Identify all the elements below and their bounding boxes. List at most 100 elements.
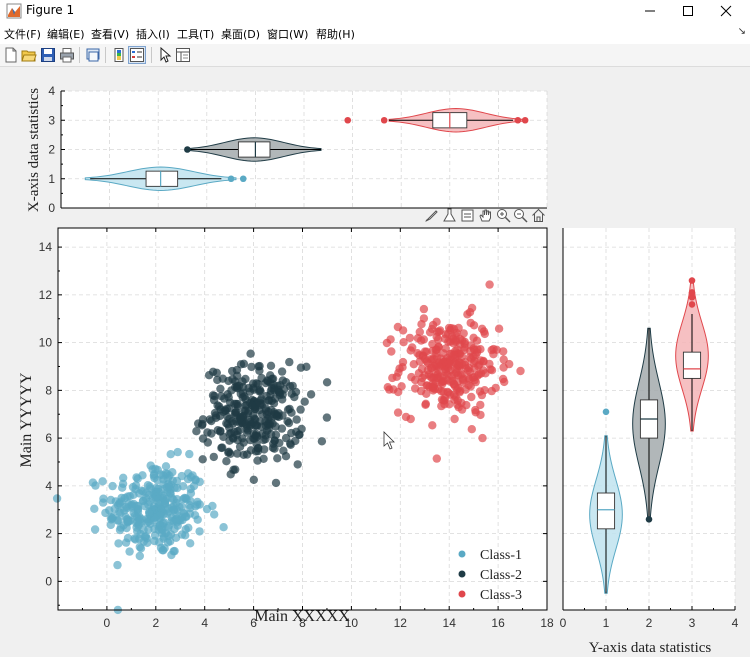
scatter-point (167, 493, 176, 503)
scatter-point (241, 419, 251, 429)
menu-tools[interactable]: 工具(T) (177, 28, 215, 41)
series-class-1 (52, 447, 228, 615)
menu-window[interactable]: 窗口(W) (267, 28, 309, 41)
scatter-point (134, 519, 144, 529)
scatter-point (444, 323, 454, 333)
export-icon[interactable] (460, 208, 475, 223)
zoom-out-icon[interactable] (513, 208, 528, 223)
dock-arrow-icon[interactable]: ↘ (737, 26, 746, 37)
scatter-point (300, 397, 309, 406)
scatter-point (306, 390, 316, 399)
menu-edit[interactable]: 编辑(E) (47, 28, 85, 41)
scatter-point (274, 409, 283, 418)
scatter-point (99, 494, 108, 503)
violin-outlier (227, 175, 235, 183)
print-icon[interactable] (59, 47, 75, 63)
violin-outlier (514, 116, 522, 124)
scatter-point (246, 435, 255, 445)
legend-label-class-3: Class-3 (480, 588, 522, 603)
scatter-point (467, 303, 477, 313)
scatter-point (242, 428, 252, 437)
scatter-point (275, 388, 285, 398)
scatter-point (236, 360, 246, 369)
right-x-tick-label: 4 (732, 616, 739, 630)
scatter-point (119, 473, 128, 482)
main-x-tick-label: 12 (394, 616, 408, 630)
main-y-tick-label: 12 (39, 288, 53, 302)
scatter-point (117, 497, 126, 506)
legend-marker-class-1 (458, 550, 466, 558)
main-x-tick-label: 10 (345, 616, 359, 630)
legend-icon[interactable] (128, 46, 146, 64)
scatter-point (487, 366, 497, 375)
scatter-point (155, 538, 164, 547)
new-figure-icon[interactable] (3, 47, 19, 63)
scatter-point (232, 365, 242, 375)
minimize-button[interactable] (628, 0, 672, 22)
right-x-tick-label: 0 (560, 616, 567, 630)
scatter-point (249, 411, 258, 420)
brush-icon[interactable] (424, 208, 439, 223)
main-y-tick-label: 14 (39, 240, 53, 254)
main-y-tick-label: 10 (39, 336, 53, 350)
scatter-point (210, 510, 219, 519)
maximize-button[interactable] (666, 0, 710, 22)
main-y-tick-label: 6 (45, 431, 52, 445)
scatter-point (195, 477, 204, 486)
right-x-tick-label: 2 (646, 616, 653, 630)
top-y-tick-label: 3 (48, 113, 55, 127)
scatter-point (156, 511, 165, 520)
scatter-point (494, 324, 504, 333)
scatter-point (180, 493, 189, 503)
scatter-point (210, 391, 219, 401)
menu-view[interactable]: 查看(V) (91, 28, 130, 41)
scatter-point (226, 470, 235, 479)
pointer-icon[interactable] (157, 47, 173, 63)
zoom-in-icon[interactable] (496, 208, 511, 223)
maximize-icon (683, 6, 693, 16)
scatter-point (158, 546, 167, 555)
scatter-point (491, 383, 500, 393)
scatter-point (499, 363, 508, 372)
scatter-point (423, 381, 432, 390)
link-icon[interactable] (85, 47, 101, 63)
pan-hand-icon[interactable] (478, 208, 493, 223)
menu-file[interactable]: 文件(F) (4, 28, 41, 41)
menu-insert[interactable]: 插入(I) (136, 28, 170, 41)
scatter-point (293, 460, 302, 469)
colorbar-icon[interactable] (111, 47, 127, 63)
scatter-point (393, 408, 403, 417)
scatter-point (385, 385, 394, 394)
menu-desktop[interactable]: 桌面(D) (221, 28, 261, 41)
scatter-point (202, 504, 212, 514)
scatter-point (458, 376, 468, 385)
close-button[interactable] (704, 0, 748, 22)
scatter-point (185, 449, 194, 459)
save-icon[interactable] (40, 47, 56, 63)
scatter-point (190, 511, 200, 520)
scatter-point (406, 414, 415, 424)
scatter-point (432, 353, 442, 362)
scatter-point (261, 404, 270, 413)
scatter-point (476, 410, 485, 420)
property-inspector-icon[interactable] (175, 47, 191, 63)
open-file-icon[interactable] (21, 47, 37, 63)
scatter-point (421, 400, 430, 409)
top-violin-class-1 (84, 166, 247, 191)
scatter-point (473, 371, 482, 380)
scatter-point (263, 414, 272, 423)
toolbar-separator (151, 47, 152, 63)
home-icon[interactable] (531, 208, 546, 223)
window-title: Figure 1 (26, 3, 75, 17)
legend-label-class-2: Class-2 (480, 568, 522, 583)
right-violin-plot (589, 277, 709, 594)
right-x-label: Y-axis data statistics (589, 640, 712, 656)
main-x-tick-label: 6 (250, 616, 257, 630)
menu-help[interactable]: 帮助(H) (316, 28, 355, 41)
scatter-point (198, 415, 208, 424)
scatter-point (98, 477, 107, 486)
scatter-point (205, 415, 214, 424)
data-tips-icon[interactable] (442, 208, 457, 223)
scatter-point (428, 421, 437, 430)
